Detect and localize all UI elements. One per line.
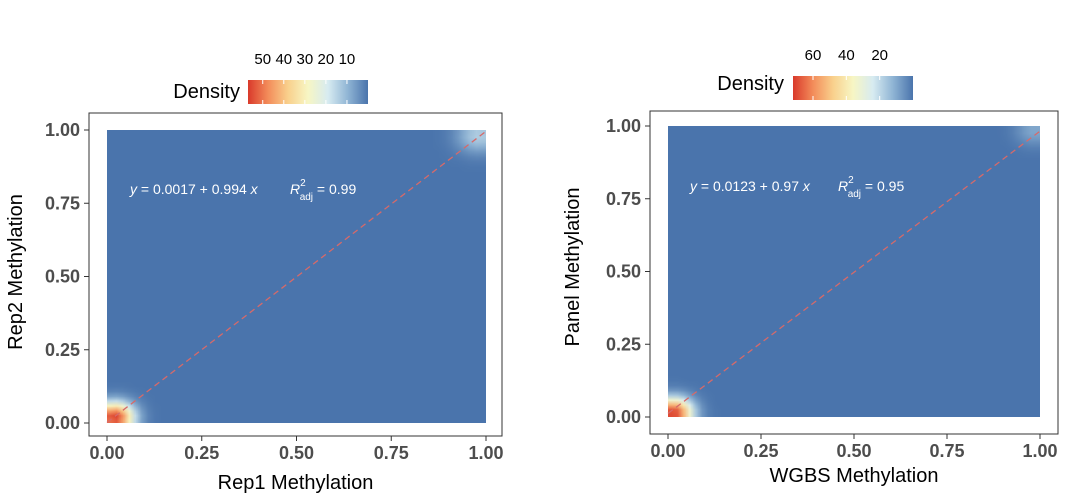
y-tick-label: 0.00 — [45, 413, 80, 433]
y-tick-label: 1.00 — [45, 120, 80, 140]
legend-tick-label: 40 — [275, 51, 292, 68]
density-heatmap — [107, 130, 486, 423]
x-tick-label: 0.75 — [374, 443, 409, 463]
y-tick-label: 0.50 — [606, 262, 641, 282]
regression-equation: y = 0.0123 + 0.97 x — [689, 178, 811, 194]
y-tick-label: 0.75 — [606, 189, 641, 209]
y-tick-label: 0.00 — [606, 407, 641, 427]
x-tick-label: 0.00 — [650, 441, 685, 461]
legend-tick-label: 40 — [838, 47, 855, 64]
x-axis-title: Rep1 Methylation — [218, 472, 374, 494]
x-tick-label: 1.00 — [1022, 441, 1057, 461]
y-tick-label: 0.25 — [45, 340, 80, 360]
legend-tick-label: 20 — [871, 47, 888, 64]
legend-tick-label: 50 — [254, 51, 271, 68]
legend-colorbar — [248, 80, 368, 104]
y-tick-label: 0.50 — [45, 267, 80, 287]
y-axis-title: Panel Methylation — [562, 188, 584, 347]
legend-tick-label: 30 — [296, 51, 313, 68]
legend-tick-label: 10 — [339, 51, 356, 68]
legend-title: Density — [173, 81, 240, 103]
x-tick-label: 0.50 — [279, 443, 314, 463]
x-tick-label: 0.50 — [836, 441, 871, 461]
r-squared-label: R2 adj = 0.99 — [290, 178, 356, 203]
r-squared-label: R2 adj = 0.95 — [838, 175, 904, 200]
fit-line — [667, 130, 1041, 414]
x-tick-label: 1.00 — [468, 443, 503, 463]
y-tick-label: 1.00 — [606, 116, 641, 136]
x-axis-title: WGBS Methylation — [770, 465, 939, 487]
y-axis-title: Rep2 Methylation — [5, 194, 27, 350]
x-tick-label: 0.00 — [89, 443, 124, 463]
x-tick-label: 0.25 — [743, 441, 778, 461]
legend-colorbar — [793, 76, 913, 100]
regression-equation: y = 0.0017 + 0.994 x — [129, 181, 259, 197]
chart-1: y = 0.0017 + 0.994 x R2 adj = 0.99 0.00 0.25… — [5, 51, 504, 494]
y-tick-label: 0.25 — [606, 334, 641, 354]
x-tick-label: 0.75 — [929, 441, 964, 461]
legend-tick-label: 60 — [805, 47, 822, 64]
legend-title: Density — [717, 73, 784, 95]
chart-2: y = 0.0123 + 0.97 x R2 adj = 0.95 0.00 0.25 0… — [562, 47, 1059, 487]
x-tick-label: 0.25 — [184, 443, 219, 463]
legend-tick-label: 20 — [318, 51, 335, 68]
y-tick-label: 0.75 — [45, 193, 80, 213]
